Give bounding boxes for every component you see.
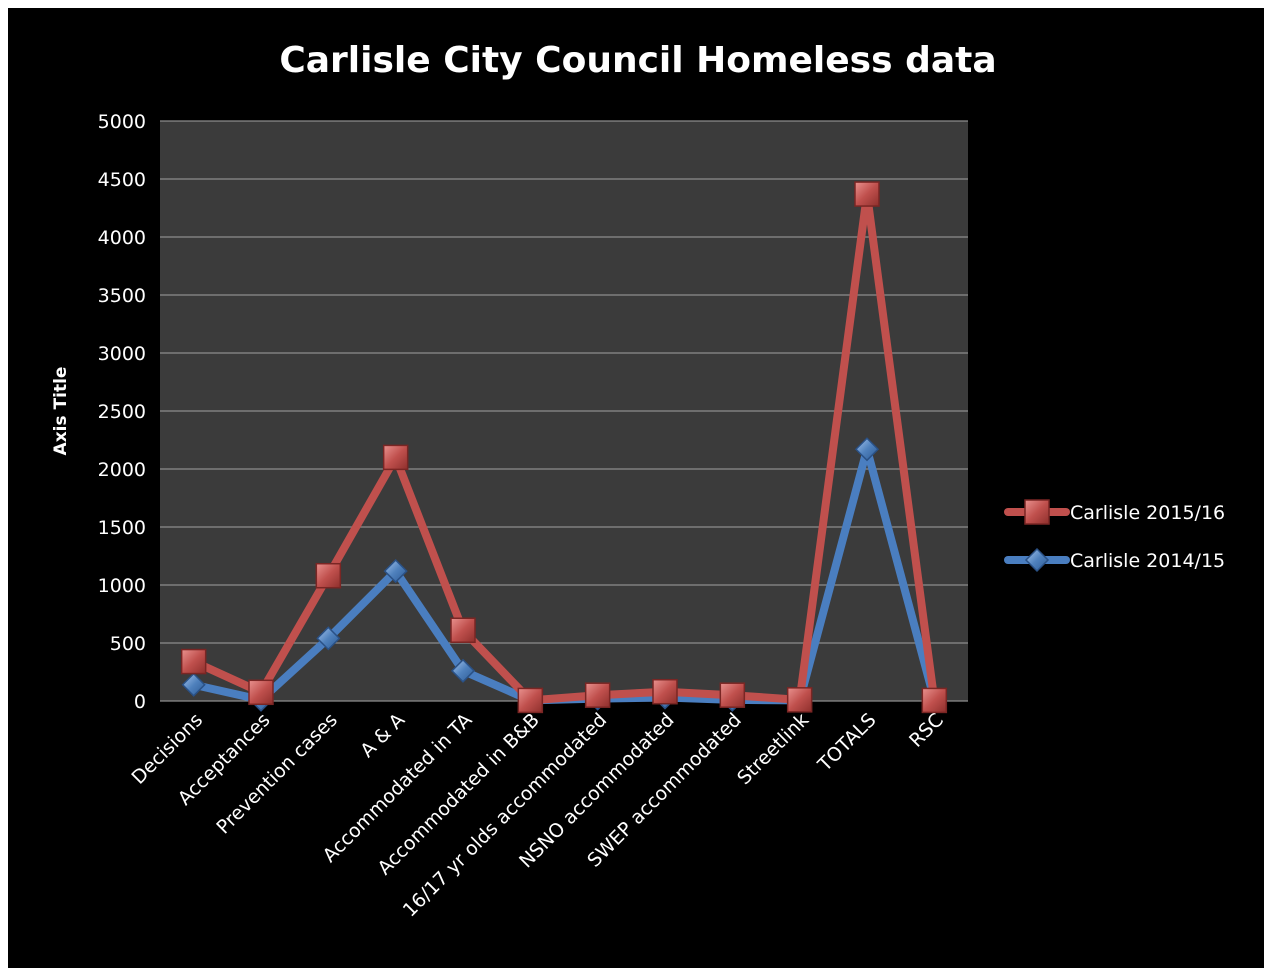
y-axis-title: Axis Title [51, 367, 71, 456]
data-point [181, 672, 206, 697]
y-tick-label: 1500 [98, 517, 146, 539]
data-point [315, 562, 342, 589]
data-point [719, 682, 746, 708]
legend-item: Carlisle 2015/16 [1004, 499, 1225, 525]
legend-item: Carlisle 2014/15 [1004, 547, 1225, 573]
gridlines [160, 120, 968, 702]
data-point [180, 648, 207, 675]
y-tick-label: 500 [110, 633, 146, 655]
y-tick-label: 5000 [98, 111, 146, 133]
data-point [450, 658, 476, 683]
y-tick-label: 3500 [98, 285, 146, 307]
y-axis-ticks: 0 500 1000 1500 2000 2500 3000 3500 4000 4500 5000 [98, 111, 146, 713]
x-tick-label: TOTALS [813, 709, 880, 776]
y-tick-label: 2000 [98, 459, 146, 481]
y-tick-label: 0 [134, 691, 146, 713]
data-point [584, 682, 611, 708]
data-point [248, 679, 274, 706]
data-point [854, 181, 880, 207]
data-point [450, 617, 476, 643]
data-point [652, 678, 678, 705]
x-tick-label: Prevention cases [212, 709, 342, 839]
y-tick-label: 4000 [98, 227, 146, 249]
y-tick-label: 3000 [98, 343, 146, 365]
y-tick-label: 4500 [98, 169, 146, 191]
y-tick-label: 2500 [98, 401, 146, 423]
legend-label: Carlisle 2015/16 [1070, 502, 1225, 524]
data-point [786, 687, 813, 713]
data-point [854, 437, 880, 462]
y-tick-label: 1000 [98, 575, 146, 597]
x-tick-label: A & A [356, 709, 409, 762]
data-point [517, 687, 544, 714]
line-chart: Carlisle City Council Homeless data 0 500… [51, 40, 1225, 921]
data-point [316, 626, 341, 651]
data-point [382, 444, 409, 471]
series-carlisle-2015-16 [180, 181, 948, 714]
data-point [383, 559, 408, 584]
chart-title: Carlisle City Council Homeless data [279, 40, 996, 81]
legend-label: Carlisle 2014/15 [1070, 550, 1225, 572]
data-point [921, 687, 948, 714]
x-tick-label: RSC [905, 709, 948, 752]
series-line [189, 190, 939, 705]
legend: Carlisle 2015/16 Carlisle 2014/15 [1004, 499, 1225, 573]
legend-marker [1024, 499, 1050, 525]
series-layer [180, 181, 948, 714]
x-tick-label: Streetlink [733, 709, 813, 789]
chart-area: Carlisle City Council Homeless data 0 500… [8, 8, 1264, 968]
legend-marker [1024, 547, 1050, 573]
